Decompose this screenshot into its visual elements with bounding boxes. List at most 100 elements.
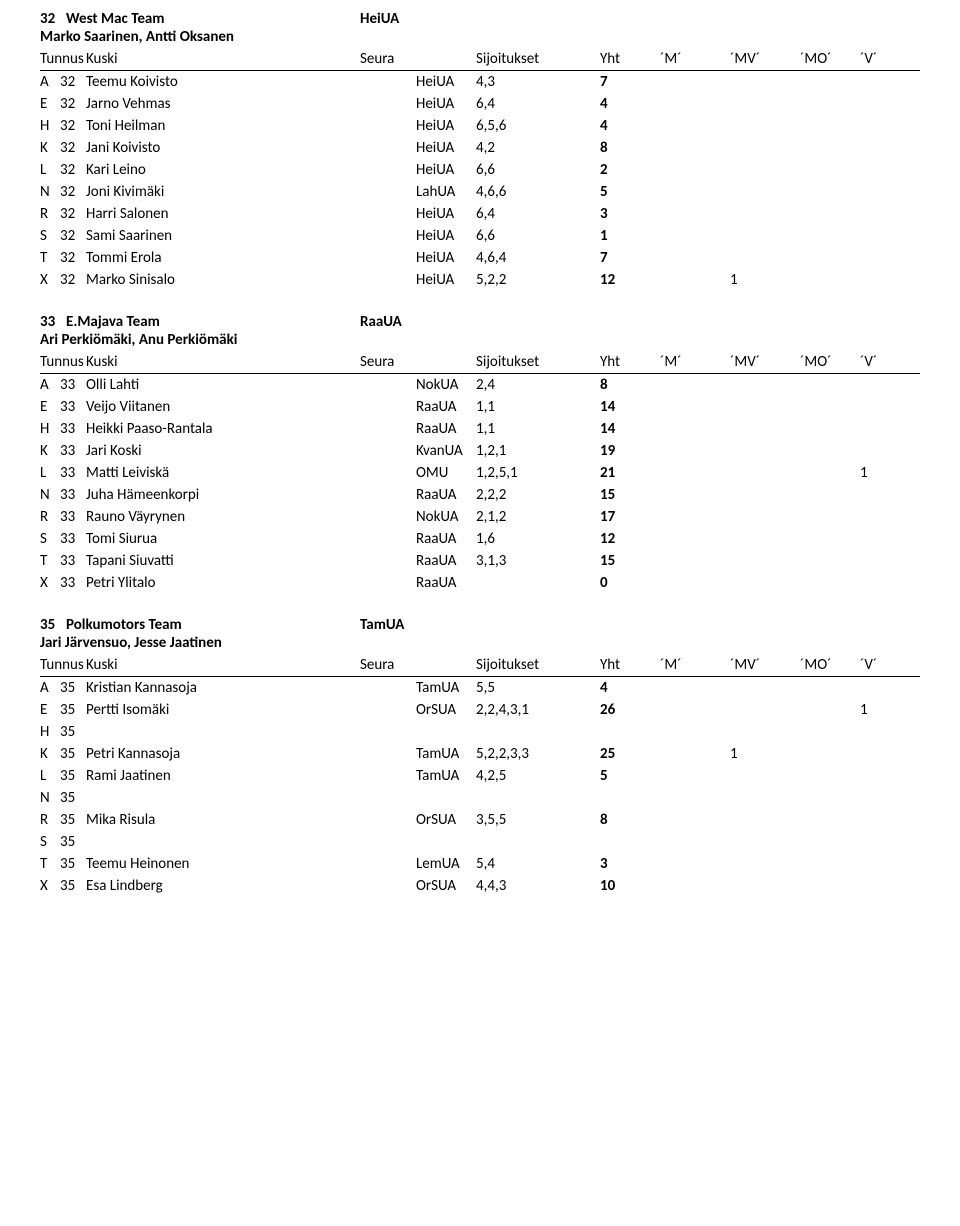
cell-m: [660, 572, 730, 594]
table-row: L35Rami JaatinenTamUA4,2,55: [40, 765, 920, 787]
cell-sij: 1,2,1: [476, 440, 600, 462]
cell-v: [860, 875, 920, 897]
team-title: 32West Mac TeamHeiUA: [40, 10, 920, 28]
cell-yht: 26: [600, 699, 660, 721]
cell-number: 32: [60, 159, 86, 181]
cell-sij: 2,1,2: [476, 506, 600, 528]
cell-seura: OrSUA: [416, 875, 476, 897]
cell-kuski: Petri Ylitalo: [86, 572, 360, 594]
cell-kuski: Jari Koski: [86, 440, 360, 462]
cell-sij: 6,4: [476, 93, 600, 115]
table-row: S32Sami SaarinenHeiUA6,61: [40, 225, 920, 247]
cell-m: [660, 677, 730, 700]
cell-seura-pad: [360, 506, 416, 528]
cell-sij: 1,2,5,1: [476, 462, 600, 484]
team-title: 35Polkumotors TeamTamUA: [40, 616, 920, 634]
cell-seura: RaaUA: [416, 572, 476, 594]
cell-number: 33: [60, 396, 86, 418]
table-row: A32Teemu KoivistoHeiUA4,37: [40, 71, 920, 94]
spacer: [40, 897, 920, 919]
team-number: 33: [40, 313, 66, 331]
cell-kuski: Esa Lindberg: [86, 875, 360, 897]
cell-mv: [730, 225, 800, 247]
team-name: Polkumotors Team: [66, 616, 360, 634]
cell-mv: [730, 137, 800, 159]
cell-number: 33: [60, 528, 86, 550]
cell-letter: L: [40, 159, 60, 181]
cell-seura: KvanUA: [416, 440, 476, 462]
cell-mo: [800, 572, 860, 594]
table-row: E32Jarno VehmasHeiUA6,44: [40, 93, 920, 115]
col-sijoitukset: Sijoitukset: [476, 351, 600, 374]
cell-number: 35: [60, 875, 86, 897]
cell-yht: 4: [600, 93, 660, 115]
col-seura: Seura: [360, 351, 476, 374]
cell-yht: 2: [600, 159, 660, 181]
table-row: L32Kari LeinoHeiUA6,62: [40, 159, 920, 181]
cell-yht: 15: [600, 550, 660, 572]
cell-number: 33: [60, 484, 86, 506]
table-row: R32Harri SalonenHeiUA6,43: [40, 203, 920, 225]
cell-letter: T: [40, 247, 60, 269]
cell-mo: [800, 440, 860, 462]
col-sijoitukset: Sijoitukset: [476, 654, 600, 677]
table-row: X33Petri YlitaloRaaUA0: [40, 572, 920, 594]
cell-letter: E: [40, 699, 60, 721]
cell-mv: [730, 396, 800, 418]
cell-kuski: Tapani Siuvatti: [86, 550, 360, 572]
cell-seura-pad: [360, 269, 416, 291]
cell-mo: [800, 181, 860, 203]
cell-kuski: Tomi Siurua: [86, 528, 360, 550]
cell-yht: 5: [600, 181, 660, 203]
cell-yht: 3: [600, 853, 660, 875]
cell-letter: A: [40, 71, 60, 94]
cell-kuski: [86, 721, 360, 743]
col-seura: Seura: [360, 48, 476, 71]
cell-seura: RaaUA: [416, 484, 476, 506]
cell-mo: [800, 225, 860, 247]
cell-letter: K: [40, 440, 60, 462]
cell-seura: OrSUA: [416, 699, 476, 721]
cell-kuski: Petri Kannasoja: [86, 743, 360, 765]
cell-number: 35: [60, 853, 86, 875]
cell-mo: [800, 853, 860, 875]
col-tunnus: Tunnus: [40, 654, 86, 677]
col-mv: ´MV´: [730, 351, 800, 374]
cell-seura-pad: [360, 831, 416, 853]
cell-sij: 1,1: [476, 396, 600, 418]
cell-letter: X: [40, 572, 60, 594]
cell-mo: [800, 203, 860, 225]
cell-kuski: Harri Salonen: [86, 203, 360, 225]
cell-letter: R: [40, 506, 60, 528]
cell-yht: 12: [600, 269, 660, 291]
cell-yht: 14: [600, 396, 660, 418]
cell-kuski: Teemu Koivisto: [86, 71, 360, 94]
table-row: T35Teemu HeinonenLemUA5,43: [40, 853, 920, 875]
cell-v: [860, 137, 920, 159]
col-v: ´V´: [860, 654, 920, 677]
cell-letter: R: [40, 809, 60, 831]
cell-number: 35: [60, 831, 86, 853]
cell-seura-pad: [360, 787, 416, 809]
cell-kuski: Toni Heilman: [86, 115, 360, 137]
cell-letter: S: [40, 831, 60, 853]
cell-seura: TamUA: [416, 677, 476, 700]
cell-mo: [800, 528, 860, 550]
cell-seura-pad: [360, 765, 416, 787]
cell-sij: [476, 831, 600, 853]
team-leaders: Jari Järvensuo, Jesse Jaatinen: [40, 634, 920, 652]
cell-kuski: Rauno Väyrynen: [86, 506, 360, 528]
table-row: T32Tommi ErolaHeiUA4,6,47: [40, 247, 920, 269]
cell-number: 32: [60, 247, 86, 269]
team-name: West Mac Team: [66, 10, 360, 28]
cell-number: 35: [60, 743, 86, 765]
cell-yht: 1: [600, 225, 660, 247]
cell-kuski: Veijo Viitanen: [86, 396, 360, 418]
cell-m: [660, 93, 730, 115]
cell-mv: [730, 374, 800, 397]
cell-yht: 8: [600, 374, 660, 397]
cell-letter: T: [40, 853, 60, 875]
cell-mv: [730, 528, 800, 550]
cell-v: [860, 809, 920, 831]
cell-seura: TamUA: [416, 765, 476, 787]
